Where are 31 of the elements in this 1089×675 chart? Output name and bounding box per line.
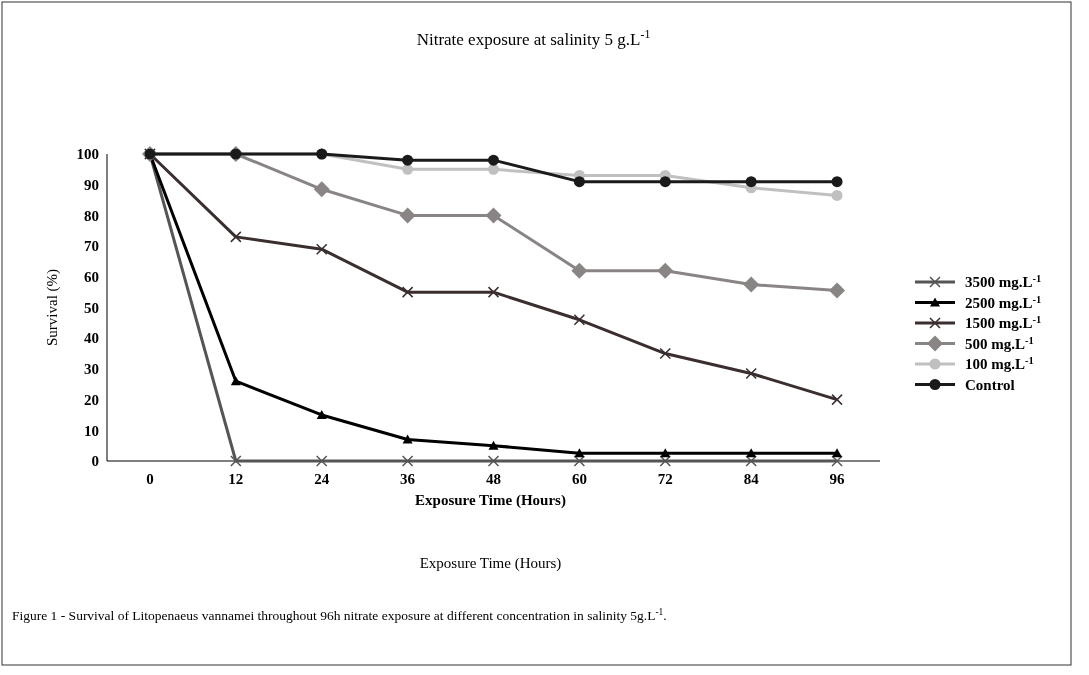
x-tick-label: 60: [571, 471, 587, 487]
x-tick-label: 0: [146, 471, 154, 487]
x-tick-label: 24: [314, 471, 330, 487]
y-tick-label: 0: [91, 453, 99, 470]
chart-title: Nitrate exposure at salinity 5 g.L$^{-1}$: [416, 27, 651, 49]
y-tick-label: 70: [84, 238, 99, 255]
x-tick-label: 96: [829, 471, 846, 487]
legend-label: 100 mg.L$^{-1}$: [965, 354, 1034, 373]
y-tick-label: 90: [84, 176, 99, 193]
legend-label: Control: [965, 376, 1015, 393]
y-axis-title: Survival (%): [44, 268, 61, 347]
legend-label: 3500 mg.L$^{-1}$: [965, 272, 1042, 291]
legend-label: 1500 mg.L$^{-1}$: [965, 313, 1042, 332]
y-tick-label: 40: [84, 330, 99, 347]
legend-label: 2500 mg.L$^{-1}$: [965, 293, 1042, 311]
caption: Figure 1 - Survival of Litopenaeus vannamei throughout 96h nitrate exposure at different concentration in salinity 5g.L$^{-1}$.: [12, 607, 667, 623]
text: Exposure Time (Hours): [419, 555, 562, 572]
y-tick-label: 100: [76, 146, 99, 163]
x-axis-title: Exposure Time (Hours): [415, 492, 566, 509]
legend-label: 500 mg.L$^{-1}$: [965, 334, 1034, 352]
y-tick-label: 80: [84, 207, 99, 224]
y-tick-label: 30: [84, 361, 99, 378]
y-tick-label: 50: [84, 299, 99, 316]
y-tick-label: 10: [84, 422, 99, 439]
x-tick-label: 84: [743, 471, 760, 487]
x-tick-label: 72: [657, 471, 673, 487]
y-tick-label: 60: [84, 269, 99, 286]
x-tick-label: 36: [400, 471, 416, 487]
y-tick-label: 20: [84, 391, 99, 408]
x-tick-label: 48: [486, 471, 501, 487]
x-tick-label: 12: [228, 471, 244, 487]
